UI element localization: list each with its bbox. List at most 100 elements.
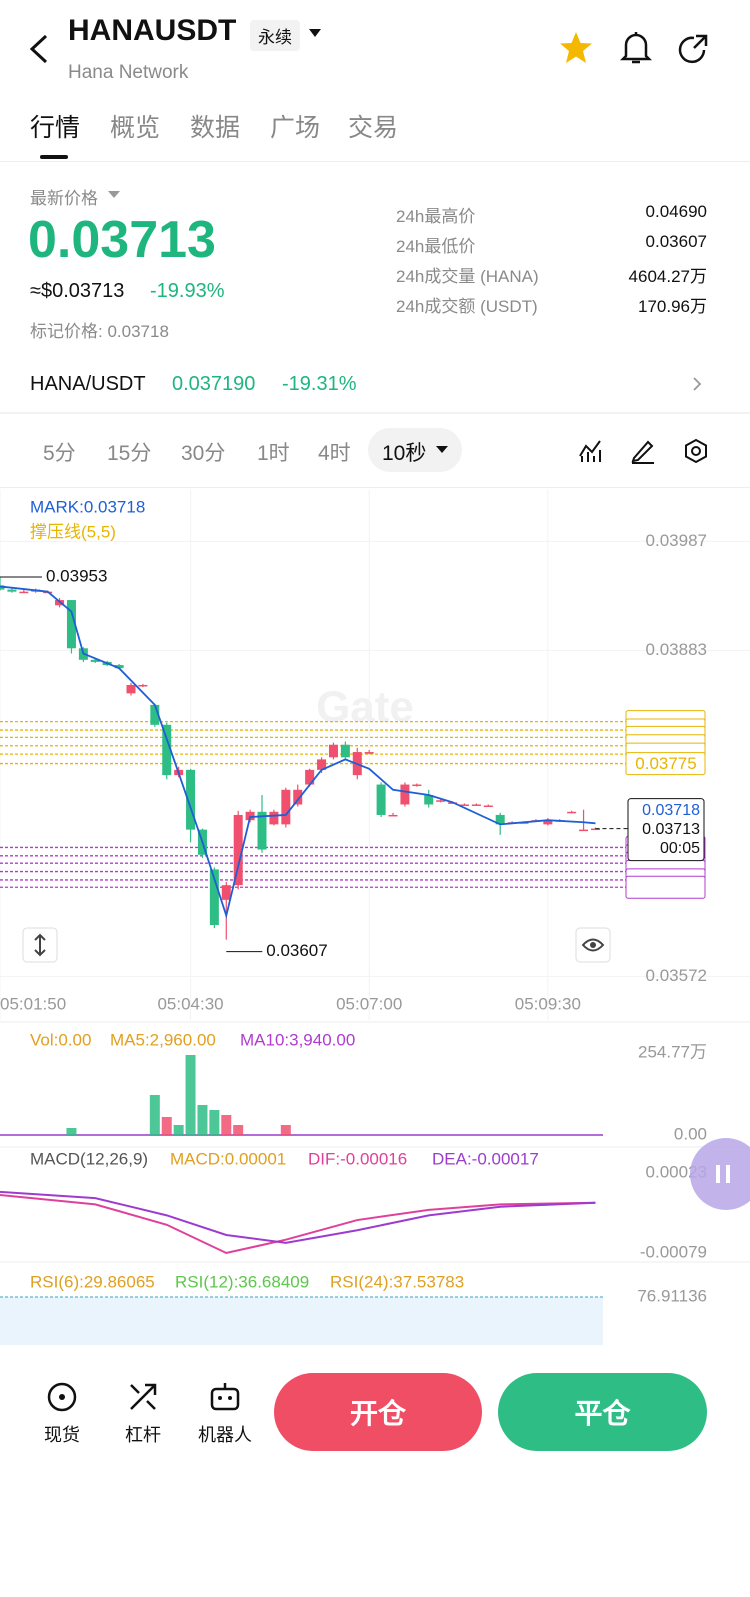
indicator-label: MACD(12,26,9): [30, 1149, 148, 1168]
divider: [0, 412, 750, 414]
candle-body: [7, 589, 17, 592]
pair-price: 0.037190: [172, 373, 256, 395]
tab[interactable]: 行情: [30, 114, 81, 142]
settings-icon[interactable]: [683, 438, 709, 464]
stat-value: 4604.27万: [628, 267, 707, 286]
candle-body: [424, 795, 434, 805]
divider: [0, 161, 750, 162]
usd-price: ≈$0.03713: [30, 280, 125, 302]
stat-value: 0.04690: [645, 202, 707, 221]
nav-label[interactable]: 杠杆: [125, 1425, 161, 1445]
legend-label: 撑压线(5,5): [30, 522, 116, 541]
interval[interactable]: 5分: [43, 442, 76, 465]
last-price-label: 0.03713: [642, 821, 700, 838]
back-button[interactable]: [28, 34, 50, 64]
candle-body: [90, 659, 100, 662]
indicator-label: DIF:-0.00016: [308, 1149, 407, 1168]
level-tag: [625, 875, 706, 899]
y-tick-label: 0.03883: [646, 640, 707, 659]
nav-label[interactable]: 机器人: [198, 1425, 252, 1445]
candle-body: [221, 885, 231, 900]
stat-label: 24h最低价: [396, 237, 476, 256]
contract-badge[interactable]: 永续: [250, 20, 300, 51]
y-tick-label: -0.00079: [640, 1242, 707, 1261]
pair-name[interactable]: HANA/USDT: [30, 373, 146, 395]
margin-icon[interactable]: [127, 1381, 159, 1413]
high-label: 0.03953: [46, 566, 107, 585]
price-label: 最新价格: [30, 189, 98, 208]
rsi-band: [0, 1297, 603, 1345]
divider: [0, 487, 750, 488]
x-tick-label: 05:01:50: [0, 994, 66, 1013]
nav-label[interactable]: 现货: [44, 1425, 80, 1445]
volume-bar: [66, 1127, 77, 1135]
countdown: 00:05: [660, 840, 700, 857]
tab[interactable]: 数据: [190, 114, 241, 142]
candle-body: [412, 784, 422, 787]
candle-body: [471, 804, 481, 806]
x-tick-label: 05:09:30: [515, 994, 581, 1013]
x-tick-label: 05:04:30: [157, 994, 223, 1013]
y-tick-label: 0.00: [674, 1124, 707, 1143]
last-price: 0.03713: [28, 211, 216, 269]
spot-icon[interactable]: [46, 1381, 78, 1413]
open-button[interactable]: 开仓: [274, 1373, 482, 1451]
button-icon: [581, 938, 605, 952]
candle-body: [233, 814, 243, 886]
button-icon: [590, 942, 596, 948]
interval[interactable]: 1时: [257, 442, 290, 465]
candle-body: [257, 811, 267, 850]
candle-body: [126, 684, 136, 694]
price-change: -19.93%: [150, 280, 225, 302]
candle-body: [305, 769, 315, 785]
candle-body: [328, 744, 338, 758]
candle-body: [364, 752, 374, 754]
indicator-icon[interactable]: [578, 438, 604, 464]
visibility-button[interactable]: [575, 927, 611, 963]
volume-bar: [233, 1124, 244, 1135]
interval[interactable]: 30分: [181, 442, 226, 465]
candle-body: [150, 704, 160, 725]
button-icon: [34, 933, 46, 957]
draw-icon[interactable]: [630, 438, 656, 464]
candle-body: [495, 814, 505, 825]
tab-indicator: [40, 155, 68, 159]
candle-body: [209, 869, 219, 926]
pair-change: -19.31%: [282, 373, 357, 395]
interval[interactable]: 4时: [318, 442, 351, 465]
bot-icon[interactable]: [209, 1381, 241, 1413]
candle-body: [579, 829, 589, 832]
scale-button[interactable]: [22, 927, 58, 963]
macd-line: [0, 1190, 596, 1244]
macd-line: [0, 1193, 596, 1255]
interval-pill: [368, 428, 462, 472]
tab[interactable]: 概览: [110, 114, 161, 142]
volume-bar: [185, 1054, 196, 1135]
floating-button[interactable]: [690, 1138, 750, 1210]
tab[interactable]: 广场: [270, 114, 321, 142]
indicator-label: RSI(24):37.53783: [330, 1272, 464, 1291]
stat-value: 0.03607: [645, 232, 707, 251]
candle-body: [483, 805, 493, 808]
level-tag: [625, 752, 706, 776]
watermark: Gate: [316, 683, 414, 732]
share-button[interactable]: [676, 32, 710, 66]
interval[interactable]: 15分: [107, 442, 152, 465]
candle-body: [19, 591, 29, 594]
volume-bar: [221, 1114, 232, 1135]
alert-bell[interactable]: [620, 30, 652, 66]
tab[interactable]: 交易: [348, 114, 399, 142]
mark-line: [0, 585, 596, 919]
volume-bar: [209, 1109, 220, 1135]
dropdown-caret[interactable]: [308, 28, 322, 38]
caret[interactable]: [436, 446, 448, 454]
symbol-title: HANAUSDT: [68, 14, 237, 47]
favorite-star[interactable]: [558, 30, 594, 66]
chevron[interactable]: [692, 376, 702, 392]
interval[interactable]: 10秒: [382, 442, 427, 465]
stat-label: 24h成交额 (USDT): [396, 297, 538, 316]
bubble-icon: [716, 1165, 730, 1183]
close-button[interactable]: 平仓: [498, 1373, 707, 1451]
price-box: [627, 798, 705, 862]
